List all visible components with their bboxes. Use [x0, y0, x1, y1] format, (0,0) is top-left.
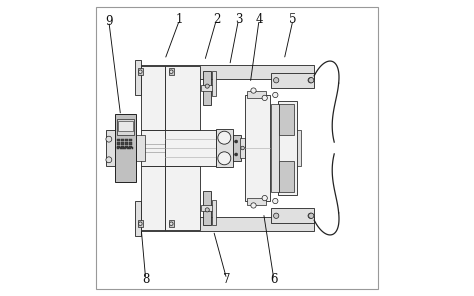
- Bar: [138, 68, 143, 75]
- Bar: [203, 71, 211, 105]
- Bar: [233, 135, 241, 161]
- Bar: [278, 101, 297, 195]
- Bar: [136, 201, 141, 237]
- Bar: [297, 130, 301, 166]
- Bar: [245, 95, 270, 201]
- Bar: [121, 139, 124, 141]
- Bar: [212, 71, 216, 96]
- Bar: [118, 146, 120, 148]
- Bar: [141, 65, 165, 130]
- Bar: [131, 147, 133, 149]
- Circle shape: [251, 203, 256, 208]
- Circle shape: [308, 213, 313, 218]
- Circle shape: [273, 198, 278, 204]
- Text: 1: 1: [176, 13, 183, 26]
- Bar: [115, 114, 136, 182]
- Text: 4: 4: [255, 13, 263, 26]
- Bar: [125, 146, 128, 148]
- Circle shape: [273, 92, 278, 98]
- Circle shape: [138, 222, 142, 226]
- Text: 7: 7: [223, 273, 230, 286]
- Circle shape: [205, 84, 210, 88]
- Bar: [201, 85, 213, 91]
- Bar: [141, 130, 171, 166]
- Bar: [125, 147, 126, 149]
- Circle shape: [218, 131, 231, 144]
- Text: 6: 6: [270, 273, 278, 286]
- Circle shape: [309, 213, 314, 218]
- Circle shape: [170, 222, 173, 226]
- Circle shape: [205, 208, 210, 212]
- Bar: [240, 138, 245, 158]
- Circle shape: [251, 88, 256, 93]
- Bar: [118, 147, 119, 149]
- Circle shape: [262, 95, 267, 101]
- Bar: [129, 146, 132, 148]
- Bar: [280, 104, 294, 135]
- Text: 2: 2: [213, 13, 220, 26]
- Circle shape: [309, 78, 314, 83]
- Circle shape: [308, 78, 313, 83]
- Bar: [121, 142, 124, 145]
- Text: 5: 5: [289, 13, 297, 26]
- Bar: [247, 198, 266, 205]
- Circle shape: [218, 152, 231, 165]
- Bar: [272, 73, 314, 88]
- Bar: [138, 221, 143, 227]
- Circle shape: [106, 157, 112, 163]
- Circle shape: [106, 136, 112, 142]
- Circle shape: [235, 153, 237, 156]
- Bar: [165, 65, 200, 130]
- Bar: [118, 139, 120, 141]
- Bar: [121, 146, 124, 148]
- Bar: [129, 142, 132, 145]
- Circle shape: [241, 146, 245, 150]
- Bar: [165, 130, 216, 166]
- Bar: [118, 120, 133, 131]
- Bar: [122, 147, 124, 149]
- Bar: [129, 139, 132, 141]
- Circle shape: [235, 140, 237, 143]
- Bar: [106, 130, 115, 166]
- Bar: [272, 208, 314, 223]
- Bar: [247, 91, 266, 98]
- Bar: [169, 68, 174, 75]
- Bar: [136, 59, 141, 95]
- Bar: [201, 205, 213, 211]
- Circle shape: [262, 195, 267, 201]
- Circle shape: [273, 78, 279, 83]
- Bar: [137, 217, 314, 231]
- Bar: [137, 65, 314, 79]
- Circle shape: [138, 70, 142, 73]
- Text: 8: 8: [142, 273, 149, 286]
- Bar: [125, 139, 128, 141]
- Bar: [216, 129, 233, 167]
- Circle shape: [273, 213, 279, 218]
- Bar: [141, 166, 165, 231]
- Bar: [129, 147, 131, 149]
- Text: 3: 3: [235, 13, 242, 26]
- Circle shape: [170, 70, 173, 73]
- Bar: [118, 142, 120, 145]
- Bar: [165, 166, 200, 231]
- Bar: [136, 135, 145, 161]
- Bar: [280, 161, 294, 192]
- Bar: [169, 221, 174, 227]
- Bar: [272, 104, 279, 192]
- Bar: [127, 147, 128, 149]
- Bar: [117, 118, 134, 135]
- Bar: [212, 200, 216, 225]
- Bar: [203, 191, 211, 225]
- Text: 9: 9: [105, 15, 113, 28]
- Bar: [125, 142, 128, 145]
- Bar: [120, 147, 121, 149]
